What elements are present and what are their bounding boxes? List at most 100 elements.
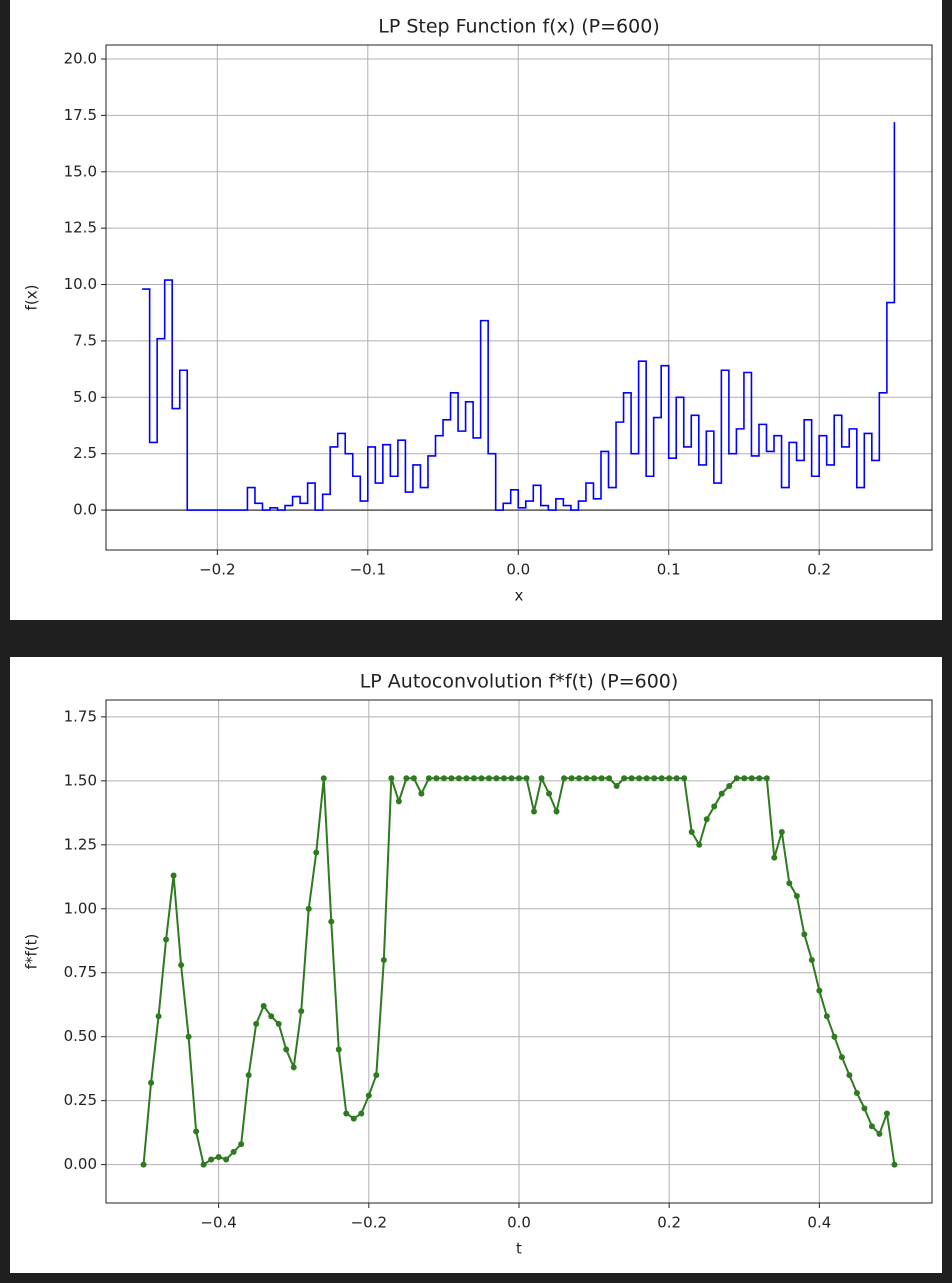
data-point [696,841,703,848]
data-point [553,808,560,815]
data-point [591,775,598,782]
data-point [846,1072,853,1079]
data-point [883,1110,890,1117]
data-point [876,1130,883,1137]
data-point [598,775,605,782]
data-point [350,1115,357,1122]
data-point [238,1141,245,1148]
data-point [365,1092,372,1099]
y-tick-label: 20.0 [64,49,97,67]
data-point [576,775,583,782]
data-point [268,1013,275,1020]
data-point [561,775,568,782]
data-point [801,931,808,938]
data-point [148,1079,155,1086]
data-point [178,962,185,969]
y-tick-label: 7.5 [73,331,97,349]
y-tick-label: 1.00 [64,899,97,917]
y-tick-label: 2.5 [73,444,97,462]
data-point [748,775,755,782]
x-tick-label: 0.2 [807,561,831,579]
data-point [305,905,312,912]
data-point [831,1033,838,1040]
y-axis-label: f*f(t) [23,934,41,970]
x-tick-label: 0.2 [657,1214,681,1232]
data-point [155,1013,162,1020]
data-point [823,1013,830,1020]
data-point [516,775,522,782]
data-point [538,775,545,782]
data-point [546,790,553,797]
data-point [606,775,613,782]
data-point [531,808,538,815]
data-point [741,775,748,782]
data-point [388,775,395,782]
data-point [410,775,417,782]
data-point [478,775,485,782]
data-point [290,1064,297,1071]
y-tick-label: 1.50 [64,771,97,789]
x-tick-label: −0.4 [200,1214,236,1232]
data-point [891,1161,898,1168]
data-point [208,1156,215,1163]
data-point [403,775,410,782]
data-point [756,775,763,782]
data-point [726,782,733,789]
data-point [358,1110,365,1117]
data-point [508,775,515,782]
data-point [793,892,800,899]
data-point [673,775,680,782]
data-point [621,775,628,782]
data-point [500,775,507,782]
data-point [861,1105,868,1112]
data-point [485,775,492,782]
data-point [808,956,815,963]
y-tick-label: 0.75 [64,963,97,981]
data-point [838,1054,845,1061]
y-tick-label: 0.0 [73,501,97,519]
data-point [786,880,793,887]
y-tick-label: 5.0 [73,388,97,406]
data-point [283,1046,290,1053]
data-point [733,775,740,782]
data-point [636,775,643,782]
y-tick-label: 12.5 [64,219,97,237]
y-axis-label: f(x) [23,285,41,311]
data-point [718,790,725,797]
data-point [651,775,658,782]
data-point [275,1020,282,1027]
data-point [425,775,432,782]
data-point [868,1123,875,1130]
data-point [613,782,620,789]
data-point [335,1046,342,1053]
data-point [433,775,440,782]
data-point [523,775,530,782]
data-point [688,829,695,836]
data-point [395,798,402,805]
data-point [245,1072,252,1079]
x-tick-label: −0.2 [351,1214,387,1232]
y-tick-label: 0.50 [64,1027,97,1045]
data-point [628,775,635,782]
y-tick-label: 1.75 [64,707,97,725]
data-point [470,775,477,782]
x-tick-label: 0.0 [506,561,530,579]
data-point [658,775,665,782]
data-point [583,775,590,782]
data-point [193,1128,200,1135]
data-point [298,1008,305,1015]
y-tick-label: 0.25 [64,1091,97,1109]
plot-frame [105,44,933,551]
chart-title: LP Step Function f(x) (P=600) [378,16,660,38]
data-point [140,1161,147,1168]
data-point [643,775,650,782]
data-point [418,790,425,797]
x-tick-label: 0.4 [807,1214,831,1232]
data-point [373,1072,380,1079]
data-point [448,775,455,782]
data-point [163,936,170,943]
panel [10,657,942,1273]
x-axis-label: t [516,1240,522,1258]
data-point [463,775,470,782]
